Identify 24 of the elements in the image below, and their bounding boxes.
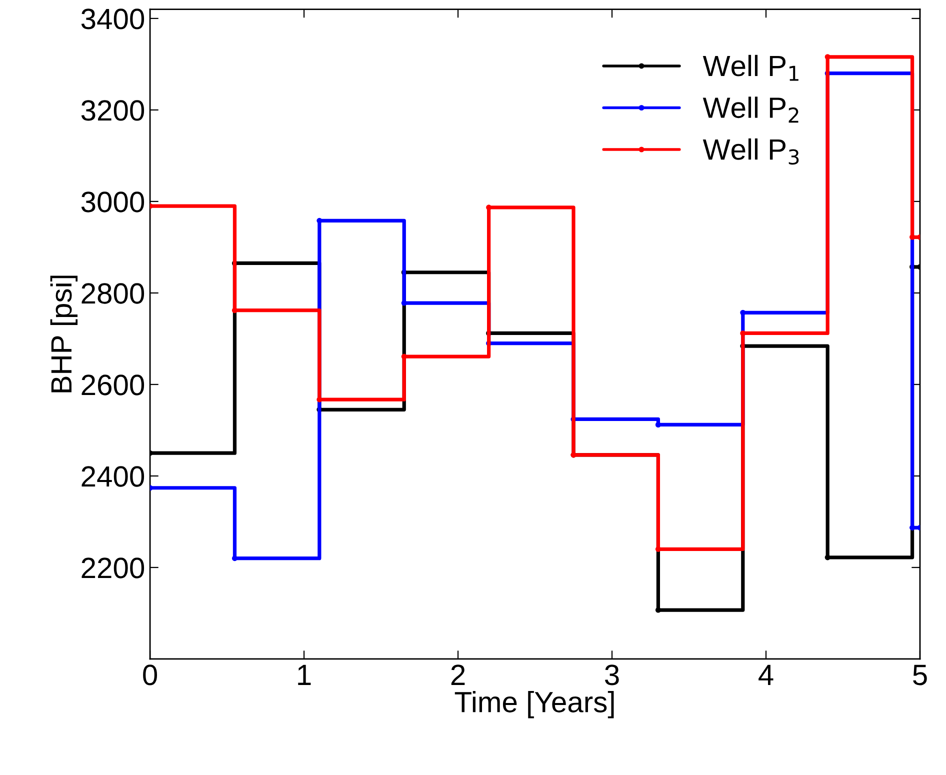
legend-label: Well P$_{1}$	[702, 54, 798, 81]
point	[824, 54, 830, 60]
legend-label: Well P$_{3}$	[702, 138, 799, 165]
y-tick-label: 3000	[81, 192, 144, 212]
y-axis-title: BHP [psi]	[50, 276, 78, 392]
x-tick-label: 0	[143, 664, 158, 686]
x-tick-label: 2	[451, 664, 465, 685]
y-tick-label: 2400	[82, 466, 144, 487]
y-tick-label: 2600	[82, 374, 144, 396]
point	[316, 396, 322, 402]
x-axis-title: Time [Years]	[454, 691, 614, 718]
x-tick-label: 1	[298, 664, 311, 685]
x-tick-label: 4	[758, 664, 774, 685]
y-tick-label: 3400	[81, 8, 144, 30]
x-tick-label: 5	[913, 664, 927, 686]
point	[401, 354, 407, 360]
legend-label: Well P$_{2}$	[702, 96, 798, 123]
y-tick-label: 2200	[82, 558, 144, 578]
y-tick-label: 3200	[81, 100, 144, 121]
x-tick-label: 3	[605, 664, 619, 686]
point	[740, 310, 746, 316]
point	[401, 300, 407, 306]
point	[824, 554, 830, 560]
y-tick-label: 2800	[82, 283, 144, 304]
